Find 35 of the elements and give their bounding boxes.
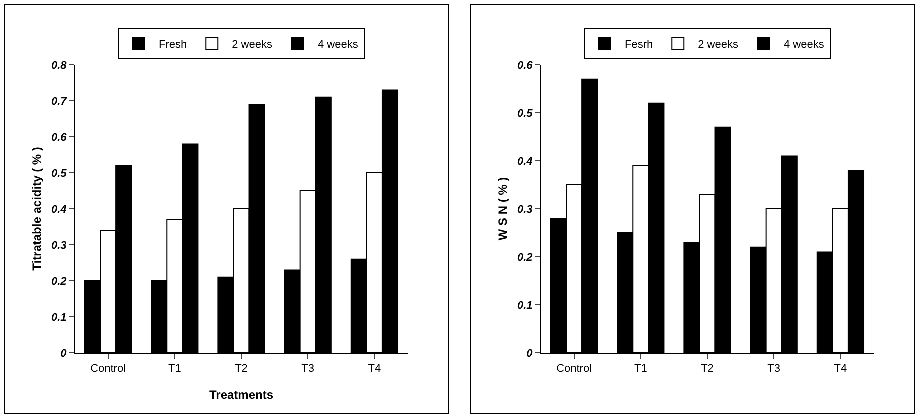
y-tick-label: 0.3	[518, 204, 533, 216]
y-tick-label: 0.4	[52, 204, 67, 216]
x-tick-label: T3	[768, 363, 781, 376]
y-tick-label: 0	[60, 348, 68, 360]
legend-label: 2 weeks	[232, 39, 273, 52]
x-tick-label: T2	[701, 363, 714, 376]
legend-label: Fesrh	[625, 39, 654, 52]
y-tick-label: 0.5	[52, 168, 68, 180]
y-tick-label: 0.8	[52, 60, 68, 72]
x-axis-title: Treatments	[209, 388, 274, 402]
x-tick-label: T4	[834, 363, 848, 376]
x-tick-label: T2	[235, 363, 248, 376]
x-tick-label: T3	[302, 363, 315, 376]
x-tick-label: Control	[556, 363, 592, 376]
y-tick-label: 0.4	[518, 156, 533, 168]
y-tick-label: 0.6	[518, 60, 534, 72]
y-tick-label: 0.1	[518, 300, 533, 312]
y-axis-title: W S N ( % )	[496, 177, 510, 241]
x-tick-label: T1	[168, 363, 182, 376]
legend-label: 4 weeks	[318, 39, 359, 52]
legend-label: 4 weeks	[784, 39, 825, 52]
x-tick-label: T4	[368, 363, 382, 376]
y-tick-label: 0.7	[52, 96, 68, 108]
y-tick-label: 0.2	[52, 276, 67, 288]
x-tick-label: Control	[90, 363, 126, 376]
y-tick-label: 0.5	[518, 108, 534, 120]
x-tick-label: T1	[634, 363, 648, 376]
y-axis-title: Titratable acidity ( % )	[30, 147, 44, 271]
y-tick-label: 0.2	[518, 252, 533, 264]
y-tick-label: 0	[526, 348, 534, 360]
legend-label: 2 weeks	[698, 39, 739, 52]
y-tick-label: 0.3	[52, 240, 67, 252]
legend-label: Fresh	[159, 39, 188, 52]
y-tick-label: 0.1	[52, 312, 67, 324]
y-tick-label: 0.6	[52, 132, 68, 144]
